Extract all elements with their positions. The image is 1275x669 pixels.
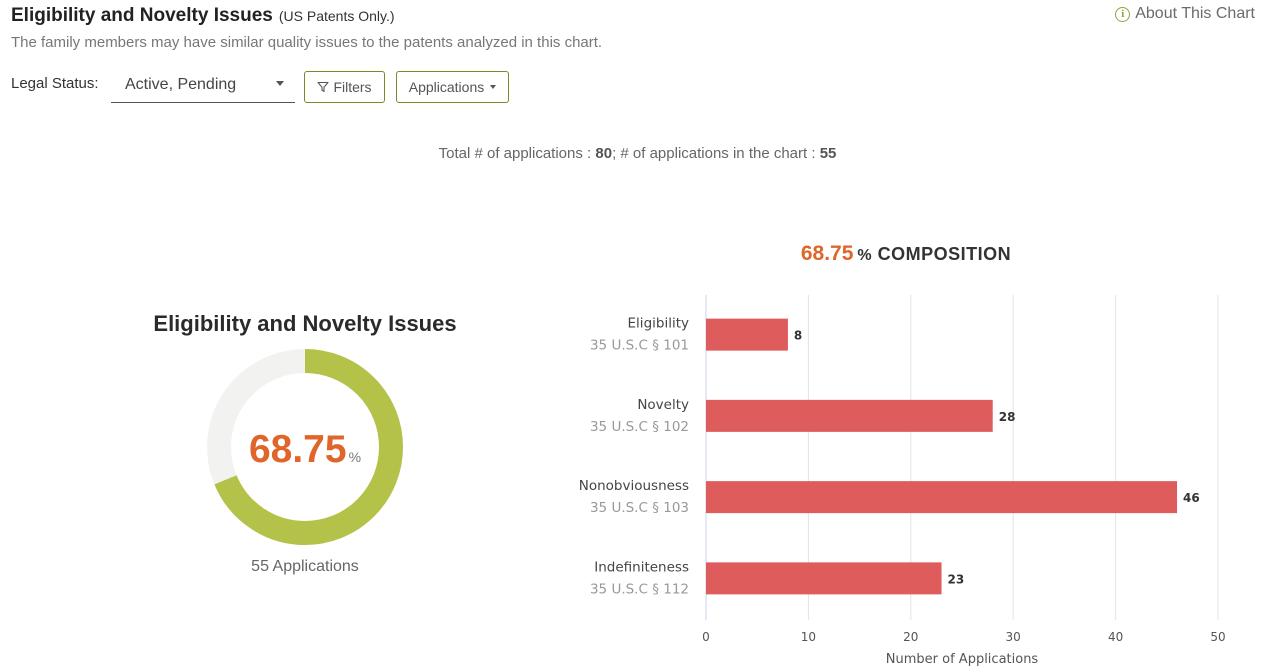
bar <box>706 318 788 351</box>
x-tick-label: 10 <box>801 630 816 644</box>
category-label: Novelty <box>637 397 689 413</box>
category-sublabel: 35 U.S.C § 103 <box>590 500 689 516</box>
category-label: Indefiniteness <box>594 559 689 575</box>
composition-heading: 68.75% COMPOSITION <box>706 242 1106 266</box>
x-tick-label: 30 <box>1006 630 1021 644</box>
bar-value-label: 8 <box>794 329 802 343</box>
bar <box>706 481 1178 514</box>
bar-value-label: 23 <box>948 572 965 586</box>
x-tick-label: 50 <box>1210 630 1225 644</box>
category-label: Eligibility <box>628 316 689 332</box>
filters-label: Filters <box>333 79 372 95</box>
donut-center-value: 68.75% <box>205 428 405 472</box>
donut-fill-arc <box>207 349 403 545</box>
info-icon: i <box>1115 6 1131 22</box>
filter-icon <box>317 81 329 93</box>
about-chart-link[interactable]: i About This Chart <box>1115 5 1255 23</box>
chevron-down-icon <box>276 81 284 86</box>
totals-middle: ; # of applications in the chart : <box>612 145 820 162</box>
filters-button[interactable]: Filters <box>304 71 385 103</box>
applications-label: Applications <box>408 79 485 95</box>
x-axis-label: Number of Applications <box>886 652 1039 667</box>
totals-prefix: Total # of applications : <box>438 145 596 162</box>
caret-down-icon <box>490 85 497 89</box>
total-applications: 80 <box>595 145 613 162</box>
bar <box>706 399 993 432</box>
bar-value-label: 28 <box>999 410 1016 424</box>
category-sublabel: 35 U.S.C § 112 <box>590 581 689 597</box>
category-sublabel: 35 U.S.C § 101 <box>590 338 689 354</box>
bar <box>706 562 942 595</box>
donut-percent-unit: % <box>348 449 362 465</box>
legal-status-select[interactable]: Active, Pending <box>111 70 295 103</box>
x-tick-label: 0 <box>702 630 710 644</box>
bar-value-label: 46 <box>1183 491 1200 505</box>
donut-title: Eligibility and Novelty Issues <box>153 311 457 336</box>
x-tick-label: 40 <box>1108 630 1123 644</box>
composition-label: COMPOSITION <box>877 244 1012 264</box>
chart-title: Eligibility and Novelty Issues (US Patent… <box>11 5 395 27</box>
totals-summary: Total # of applications : 80; # of appli… <box>0 145 1275 162</box>
donut-percent-value: 68.75 <box>248 428 347 471</box>
donut-caption: 55 Applications <box>251 558 359 575</box>
title-note: (US Patents Only.) <box>278 8 395 24</box>
composition-bar-chart: 0 10 20 30 40 50 Number of Applications 8 Eligib… <box>579 295 1226 667</box>
category-sublabel: 35 U.S.C § 102 <box>590 419 689 435</box>
composition-value: 68.75 <box>800 242 854 265</box>
about-label: About This Chart <box>1135 5 1255 22</box>
donut-chart <box>207 349 403 545</box>
composition-unit: % <box>857 247 872 264</box>
x-tick-label: 20 <box>903 630 918 644</box>
applications-in-chart: 55 <box>819 145 837 162</box>
subtitle: The family members may have similar qual… <box>11 34 603 51</box>
legal-status-value: Active, Pending <box>125 76 237 93</box>
applications-dropdown-button[interactable]: Applications <box>396 71 509 103</box>
title-text: Eligibility and Novelty Issues <box>11 5 273 26</box>
category-label: Nonobviousness <box>579 478 689 494</box>
legal-status-label: Legal Status: <box>11 75 99 92</box>
